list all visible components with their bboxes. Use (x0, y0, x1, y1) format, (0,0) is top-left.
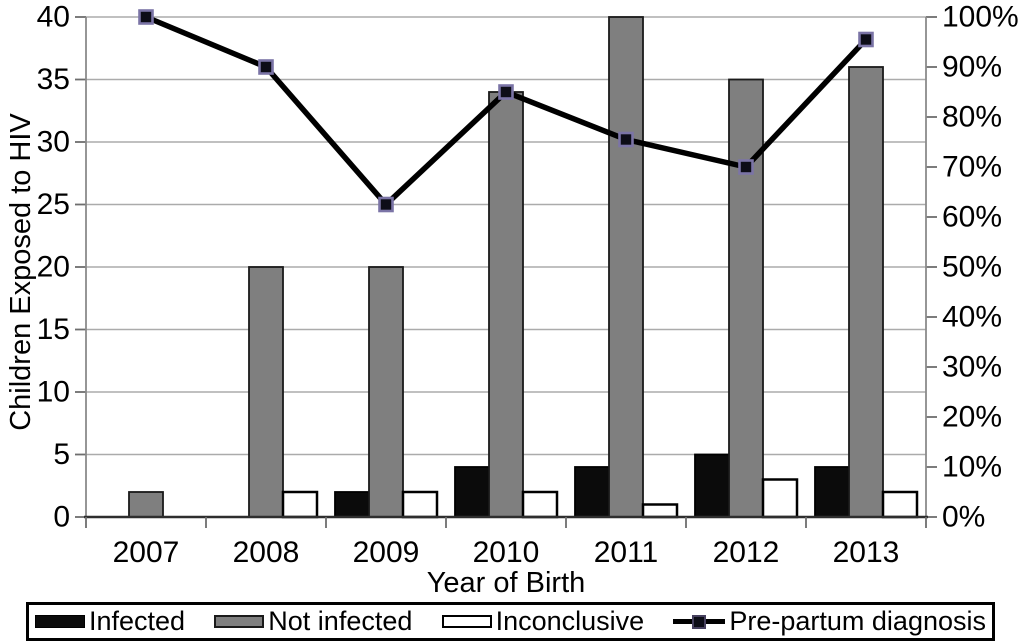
legend-swatch-not-infected (214, 615, 265, 628)
left-tick-label: 35 (37, 63, 70, 96)
bar-infected-2010 (454, 466, 490, 518)
axes-layer: 40 35 30 25 20 15 10 5 0 100% 90% 80% 70% 60% 50% 40% 30… (37, 1, 1019, 534)
pre-partum-marker-2012 (738, 159, 754, 175)
legend-square-marker-icon (692, 614, 707, 629)
left-tick-label: 15 (37, 313, 70, 346)
bar-infected-2009 (334, 491, 370, 518)
year-label: 2008 (233, 536, 300, 569)
left-tick-label: 40 (37, 1, 70, 34)
bars-layer (128, 16, 919, 519)
bar-inconclusive-2013 (881, 490, 919, 519)
bar-not-infected-2012 (728, 78, 764, 518)
legend-label: Inconclusive (495, 606, 645, 636)
bar-inconclusive-2008 (281, 490, 319, 519)
pre-partum-marker-2010 (498, 84, 514, 100)
legend: Infected Not infected Inconclusive Pre-part… (26, 602, 995, 641)
right-tick-label: 30% (942, 351, 1002, 384)
legend-item-pre-partum-diagnosis: Pre-partum diagnosis (673, 608, 986, 635)
legend-line-marker-icon (673, 613, 726, 631)
right-tick-label: 60% (942, 201, 1002, 234)
bar-infected-2012 (694, 453, 730, 518)
right-tick-label: 70% (942, 151, 1002, 184)
year-label: 2012 (713, 536, 780, 569)
year-label: 2007 (113, 536, 180, 569)
legend-label: Infected (89, 606, 186, 636)
legend-item-inconclusive: Inconclusive (441, 606, 645, 636)
line-series-layer (138, 9, 874, 213)
bar-infected-2011 (574, 466, 610, 518)
right-tick-label: 20% (942, 401, 1002, 434)
right-tick-label: 50% (942, 251, 1002, 284)
bar-not-infected-2007 (128, 491, 164, 518)
legend-swatch-inconclusive (441, 615, 492, 628)
plot-svg: 40 35 30 25 20 15 10 5 0 100% 90% 80% 70% 60% 50% 40% 30… (5, 1, 1019, 600)
bar-not-infected-2008 (248, 266, 284, 518)
pre-partum-marker-2008 (258, 59, 274, 75)
bar-inconclusive-2012 (761, 478, 799, 519)
year-label: 2010 (473, 536, 540, 569)
x-axis-title: Year of Birth (427, 567, 586, 599)
right-tick-label: 100% (942, 1, 1019, 34)
left-tick-label: 30 (37, 126, 70, 159)
left-tick-label: 0 (53, 501, 70, 534)
year-label: 2013 (833, 536, 900, 569)
pre-partum-marker-2007 (138, 9, 154, 25)
right-tick-label: 90% (942, 51, 1002, 84)
right-tick-label: 80% (942, 101, 1002, 134)
category-labels-layer: 2007 2008 2009 2010 2011 2012 2013 (113, 536, 900, 569)
legend-item-infected: Infected (35, 608, 185, 635)
left-tick-label: 10 (37, 376, 70, 409)
left-tick-label: 20 (37, 251, 70, 284)
legend-swatch-infected (35, 615, 85, 628)
right-tick-label: 10% (942, 451, 1002, 484)
pre-partum-marker-2009 (378, 196, 394, 213)
bar-inconclusive-2011 (641, 503, 679, 519)
bar-infected-2013 (814, 466, 850, 518)
left-tick-label: 25 (37, 188, 70, 221)
pre-partum-marker-2013 (858, 31, 874, 48)
bar-not-infected-2009 (368, 266, 404, 518)
y-axis-title: Children Exposed to HIV (5, 113, 37, 431)
year-label: 2009 (353, 536, 420, 569)
legend-label: Not infected (268, 606, 413, 636)
bar-not-infected-2010 (488, 91, 524, 518)
left-tick-label: 5 (53, 438, 70, 471)
bar-inconclusive-2010 (521, 490, 559, 519)
legend-label: Pre-partum diagnosis (729, 606, 986, 636)
pre-partum-marker-2011 (618, 131, 634, 148)
bar-inconclusive-2009 (401, 490, 439, 519)
legend-item-not-infected: Not infected (214, 608, 412, 635)
bar-not-infected-2013 (848, 66, 884, 518)
year-label: 2011 (594, 536, 659, 569)
right-tick-label: 40% (942, 301, 1002, 334)
right-tick-label: 0% (942, 501, 985, 534)
bar-not-infected-2011 (608, 16, 644, 518)
